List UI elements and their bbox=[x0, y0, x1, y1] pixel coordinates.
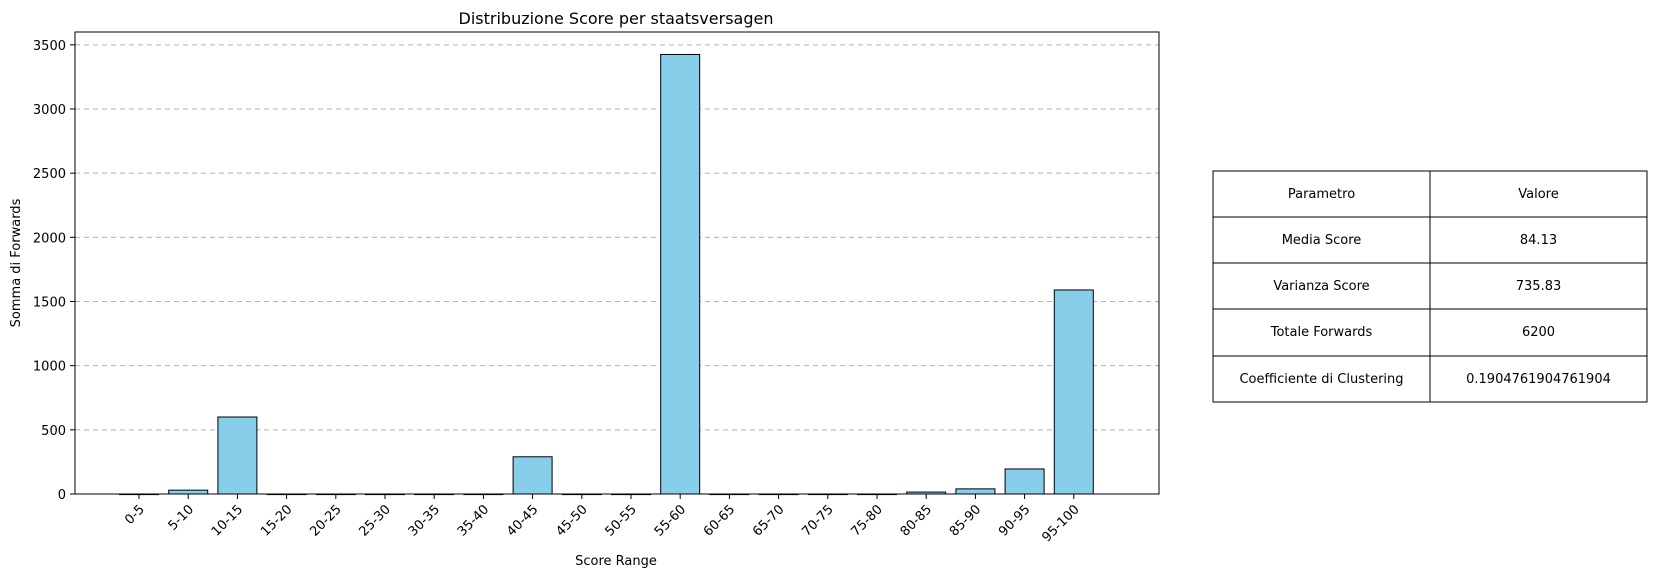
x-tick-label: 90-95 bbox=[996, 502, 1033, 539]
x-axis-label: Score Range bbox=[575, 554, 657, 569]
x-tick-label: 85-90 bbox=[947, 502, 984, 539]
x-tick-label: 60-65 bbox=[701, 502, 738, 539]
x-tick-label: 25-30 bbox=[357, 502, 394, 539]
gridlines bbox=[75, 44, 1159, 431]
x-tick-label: 65-70 bbox=[750, 502, 787, 539]
x-tick-label: 35-40 bbox=[455, 502, 492, 539]
table-row-value: 6200 bbox=[1522, 325, 1555, 340]
x-tick-label: 45-50 bbox=[553, 502, 590, 539]
table-row-value: 735.83 bbox=[1516, 279, 1562, 294]
y-axis-ticks: 0 500 1000 1500 2000 2500 3000 3500 bbox=[33, 39, 75, 503]
table-header-cell-param bbox=[1212, 170, 1431, 218]
y-tick-label: 3500 bbox=[33, 39, 66, 54]
table-row-value: 84.13 bbox=[1520, 233, 1557, 248]
bar-90-95 bbox=[1004, 468, 1045, 495]
y-axis-label: Somma di Forwards bbox=[9, 198, 24, 327]
x-tick-label: 55-60 bbox=[652, 502, 689, 539]
table-cell bbox=[1429, 216, 1648, 264]
x-tick-label: 20-25 bbox=[307, 502, 344, 539]
plot-frame bbox=[74, 31, 1160, 495]
y-tick-label: 2000 bbox=[33, 231, 66, 246]
bar-5-10 bbox=[168, 489, 209, 495]
y-tick-label: 3000 bbox=[33, 103, 66, 118]
table-row-label: Coefficiente di Clustering bbox=[1239, 372, 1403, 387]
x-tick-label: 15-20 bbox=[258, 502, 295, 539]
x-tick-label: 75-80 bbox=[849, 502, 886, 539]
x-tick-label: 0-5 bbox=[122, 502, 148, 528]
table-cell bbox=[1429, 308, 1648, 357]
y-tick-label: 500 bbox=[41, 424, 66, 439]
bar-95-100 bbox=[1053, 289, 1094, 495]
x-tick-label: 30-35 bbox=[406, 502, 443, 539]
x-tick-label: 95-100 bbox=[1039, 502, 1082, 545]
bar-85-90 bbox=[955, 488, 996, 495]
y-tick-label: 0 bbox=[58, 488, 66, 503]
table-cell bbox=[1212, 262, 1431, 310]
y-tick-label: 1500 bbox=[33, 296, 66, 311]
bar-10-15 bbox=[217, 416, 258, 495]
bars bbox=[119, 53, 1094, 496]
table-cell bbox=[1429, 262, 1648, 310]
chart-title: Distribuzione Score per staatsversagen bbox=[459, 9, 774, 28]
x-tick-label: 50-55 bbox=[603, 502, 640, 539]
x-tick-label: 70-75 bbox=[799, 502, 836, 539]
table-row-value: 0.1904761904761904 bbox=[1466, 372, 1611, 387]
stats-table: Parametro Valore Media Score 84.13 Varia… bbox=[1212, 170, 1648, 403]
bar-40-45 bbox=[512, 456, 553, 495]
table-cell bbox=[1429, 355, 1648, 403]
table-header-param: Parametro bbox=[1288, 187, 1355, 202]
x-axis-ticks: 0-5 5-10 10-15 15-20 20-25 25-30 30-35 35-40 40-… bbox=[122, 494, 1083, 545]
table-cell bbox=[1212, 355, 1431, 403]
table-header-cell-value bbox=[1429, 170, 1648, 218]
table-row-label: Media Score bbox=[1282, 233, 1362, 248]
table-row-label: Varianza Score bbox=[1273, 279, 1369, 294]
table-row-label: Totale Forwards bbox=[1270, 325, 1373, 340]
table-header-value: Valore bbox=[1518, 187, 1558, 202]
bar-55-60 bbox=[660, 53, 701, 495]
x-tick-label: 40-45 bbox=[504, 502, 541, 539]
x-tick-label: 80-85 bbox=[898, 502, 935, 539]
x-tick-label: 5-10 bbox=[166, 502, 197, 533]
y-tick-label: 2500 bbox=[33, 167, 66, 182]
y-tick-label: 1000 bbox=[33, 360, 66, 375]
x-tick-label: 10-15 bbox=[209, 502, 246, 539]
